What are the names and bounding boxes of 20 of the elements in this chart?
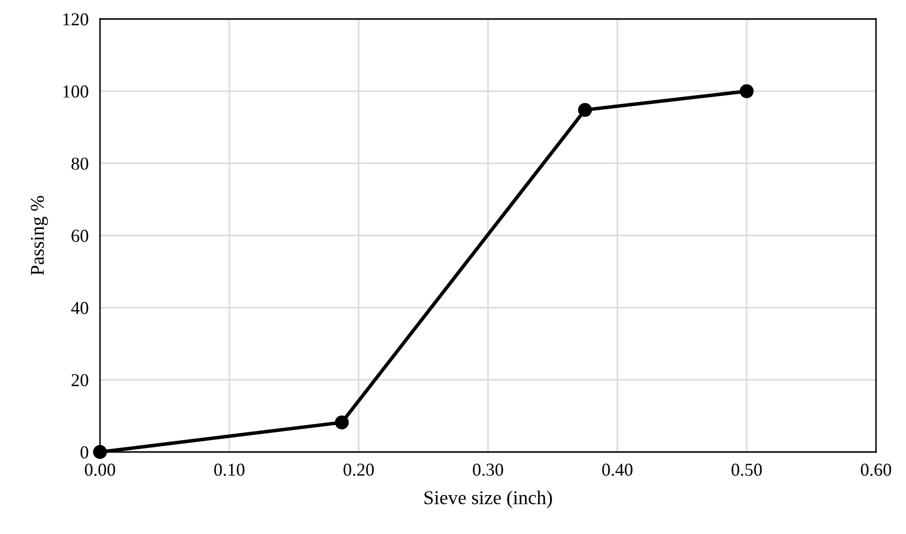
point bbox=[740, 84, 754, 98]
point bbox=[93, 445, 107, 459]
y-tick-label: 80 bbox=[72, 158, 88, 170]
y-tick-label: 40 bbox=[71, 302, 88, 314]
x-tick-label: 0.40 bbox=[602, 464, 632, 476]
x-tick-label: 0.20 bbox=[344, 464, 374, 476]
x-tick-label: 0.60 bbox=[860, 464, 892, 476]
x-tick-label: 0.00 bbox=[84, 464, 116, 476]
y-tick-label: 60 bbox=[72, 230, 88, 242]
x-tick-label: 0.10 bbox=[214, 464, 244, 476]
y-axis-title: Passing % bbox=[30, 196, 48, 276]
point bbox=[334, 415, 349, 430]
point bbox=[578, 102, 592, 117]
y-tick-label: 20 bbox=[72, 374, 88, 386]
x-tick-label: 0.30 bbox=[472, 464, 504, 476]
y-tick-label: 120 bbox=[63, 13, 88, 26]
y-tick-label: 100 bbox=[63, 85, 88, 98]
x-axis-title: Sieve size (inch) bbox=[424, 490, 552, 508]
x-tick-label: 0.50 bbox=[732, 464, 762, 476]
y-tick-label: 0 bbox=[80, 446, 88, 458]
